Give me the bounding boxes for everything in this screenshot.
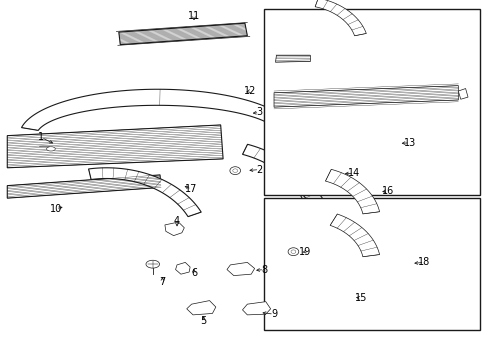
Polygon shape <box>273 86 457 107</box>
Polygon shape <box>89 168 201 217</box>
Text: 19: 19 <box>299 247 311 257</box>
Text: 8: 8 <box>261 265 267 275</box>
Polygon shape <box>275 55 310 62</box>
Text: 15: 15 <box>354 293 367 303</box>
Bar <box>264 9 479 195</box>
Polygon shape <box>242 144 320 210</box>
Text: 3: 3 <box>256 107 262 117</box>
Polygon shape <box>457 89 467 99</box>
Text: 7: 7 <box>159 277 165 287</box>
Bar <box>264 198 479 330</box>
Ellipse shape <box>290 250 295 253</box>
Text: 10: 10 <box>49 204 62 214</box>
Text: 1: 1 <box>38 132 44 142</box>
Ellipse shape <box>229 167 240 175</box>
Polygon shape <box>7 175 161 198</box>
Text: 4: 4 <box>174 216 180 226</box>
Text: 18: 18 <box>417 257 430 267</box>
Ellipse shape <box>287 248 298 256</box>
Polygon shape <box>165 222 184 236</box>
Polygon shape <box>268 163 333 226</box>
Text: 6: 6 <box>191 268 197 278</box>
Text: 5: 5 <box>200 316 206 326</box>
Polygon shape <box>242 302 270 315</box>
Polygon shape <box>21 89 293 130</box>
Polygon shape <box>315 0 365 36</box>
Text: 13: 13 <box>403 138 415 148</box>
Text: 9: 9 <box>271 309 276 319</box>
Ellipse shape <box>146 260 159 268</box>
Polygon shape <box>7 125 223 168</box>
Text: 12: 12 <box>243 86 256 96</box>
Polygon shape <box>325 169 379 214</box>
Text: 16: 16 <box>381 186 393 196</box>
Polygon shape <box>330 214 379 257</box>
Ellipse shape <box>46 147 55 151</box>
Ellipse shape <box>232 169 237 172</box>
Text: 2: 2 <box>256 165 262 175</box>
Polygon shape <box>119 23 247 45</box>
Polygon shape <box>227 262 254 276</box>
Text: 11: 11 <box>187 11 200 21</box>
Text: 14: 14 <box>347 168 360 178</box>
Text: 17: 17 <box>185 184 197 194</box>
Polygon shape <box>186 301 215 315</box>
Polygon shape <box>175 262 190 274</box>
